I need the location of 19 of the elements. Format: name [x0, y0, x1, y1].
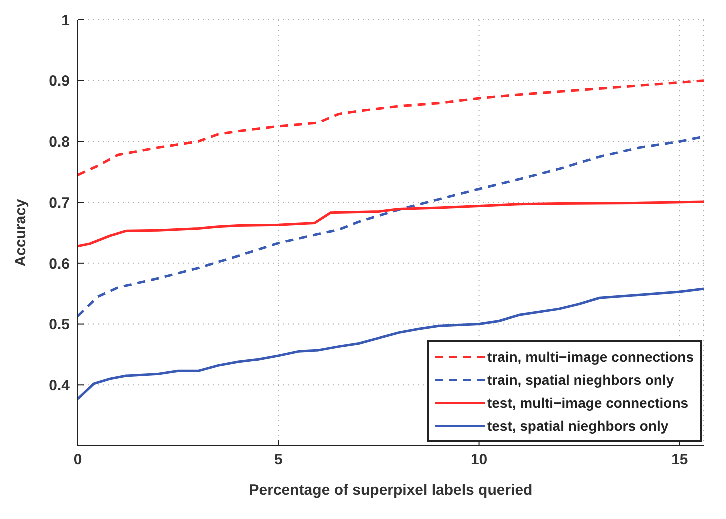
y-tick-label: 1 [62, 12, 70, 30]
y-tick-label: 0.9 [49, 73, 70, 90]
legend-label: test, spatial nieghbors only [487, 418, 669, 434]
x-tick-label: 5 [274, 452, 283, 469]
y-tick-label: 0.6 [49, 256, 70, 273]
x-tick-label: 15 [672, 452, 688, 469]
x-tick-label: 10 [470, 452, 488, 469]
y-tick-label: 0.5 [49, 316, 70, 334]
line-series [78, 80, 704, 176]
y-tick-label: 0.8 [49, 134, 70, 152]
legend-label: test, multi−image connections [487, 394, 689, 410]
y-tick-label: 0.7 [49, 194, 70, 212]
y-axis-title: Accuracy [12, 198, 30, 267]
legend-label: train, multi−image connections [487, 348, 694, 364]
line-series [78, 200, 704, 248]
legend-label: train, spatial nieghbors only [487, 372, 674, 388]
x-tick-label: 0 [74, 452, 82, 469]
y-tick-label: 0.4 [49, 377, 71, 394]
x-axis-title: Percentage of superpixel labels queried [249, 482, 533, 499]
